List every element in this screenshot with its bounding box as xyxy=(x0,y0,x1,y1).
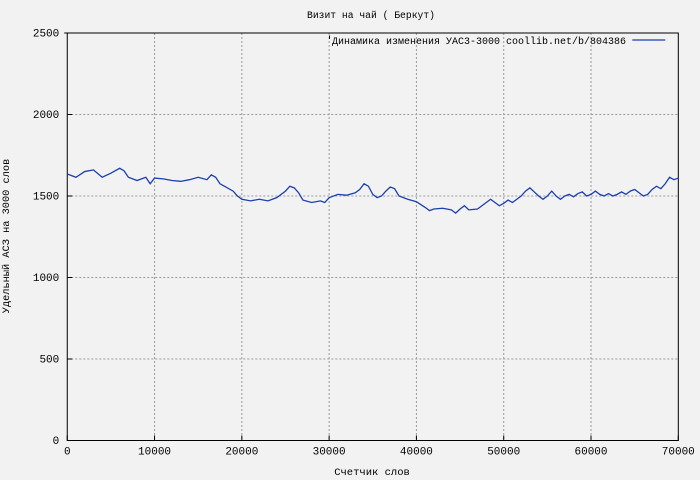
svg-text:60000: 60000 xyxy=(575,447,608,459)
svg-text:2000: 2000 xyxy=(33,110,59,122)
svg-text:Визит на чай ( Беркут): Визит на чай ( Беркут) xyxy=(307,10,435,21)
svg-text:20000: 20000 xyxy=(225,447,258,459)
svg-text:500: 500 xyxy=(39,355,59,367)
svg-text:30000: 30000 xyxy=(313,447,346,459)
svg-text:0: 0 xyxy=(53,436,60,448)
svg-text:10000: 10000 xyxy=(138,447,171,459)
svg-text:40000: 40000 xyxy=(400,447,433,459)
svg-text:50000: 50000 xyxy=(487,447,520,459)
svg-text:0: 0 xyxy=(64,447,71,459)
svg-text:2500: 2500 xyxy=(33,29,59,41)
svg-text:Удельный АСЗ на 3000 слов: Удельный АСЗ на 3000 слов xyxy=(1,159,13,313)
svg-text:Динамика изменения УАС3-3000 c: Динамика изменения УАС3-3000 coollib.net… xyxy=(332,36,626,48)
svg-text:1500: 1500 xyxy=(33,192,59,204)
svg-text:Счетчик слов: Счетчик слов xyxy=(334,467,410,479)
svg-text:70000: 70000 xyxy=(662,447,695,459)
svg-text:1000: 1000 xyxy=(33,273,59,285)
